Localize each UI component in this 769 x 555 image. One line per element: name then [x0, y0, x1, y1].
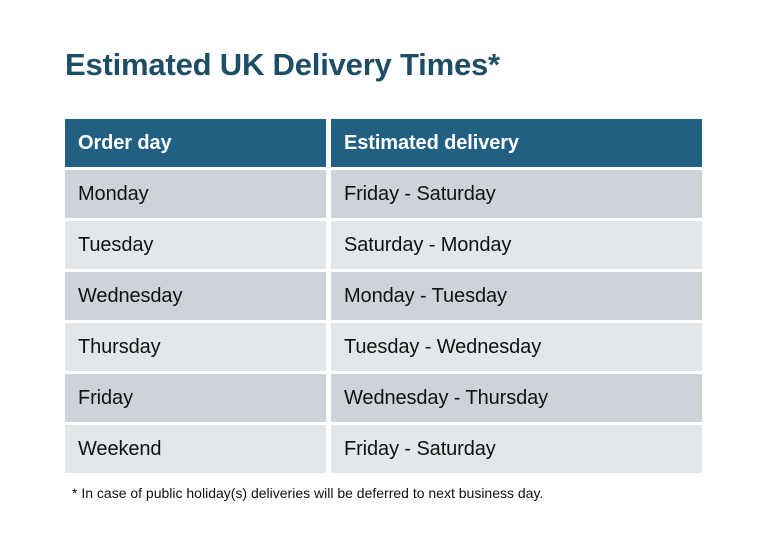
cell-estimated-delivery-value: Tuesday - Wednesday	[344, 335, 542, 358]
cell-estimated-delivery: Saturday - Monday	[331, 221, 702, 269]
cell-order-day-value: Tuesday	[78, 233, 154, 256]
cell-estimated-delivery-value: Saturday - Monday	[344, 233, 512, 256]
column-header-estimated-delivery-label: Estimated delivery	[344, 131, 519, 154]
cell-estimated-delivery: Wednesday - Thursday	[331, 374, 702, 422]
cell-estimated-delivery: Friday - Saturday	[331, 170, 702, 218]
table-row: Tuesday Saturday - Monday	[65, 221, 702, 269]
cell-order-day-value: Monday	[78, 182, 149, 205]
cell-estimated-delivery-value: Friday - Saturday	[344, 182, 496, 205]
table-row: Monday Friday - Saturday	[65, 170, 702, 218]
cell-estimated-delivery: Monday - Tuesday	[331, 272, 702, 320]
cell-order-day-value: Wednesday	[78, 284, 183, 307]
footnote: * In case of public holiday(s) deliverie…	[72, 485, 544, 501]
cell-order-day: Tuesday	[65, 221, 326, 269]
cell-estimated-delivery: Tuesday - Wednesday	[331, 323, 702, 371]
column-header-order-day: Order day	[65, 119, 326, 167]
page-title: Estimated UK Delivery Times*	[65, 47, 500, 82]
cell-order-day-value: Weekend	[78, 437, 162, 460]
cell-estimated-delivery: Friday - Saturday	[331, 425, 702, 473]
cell-order-day: Thursday	[65, 323, 326, 371]
table-row: Weekend Friday - Saturday	[65, 425, 702, 473]
delivery-times-table: Order day Estimated delivery Monday Frid…	[65, 119, 702, 473]
cell-estimated-delivery-value: Wednesday - Thursday	[344, 386, 549, 409]
column-header-order-day-label: Order day	[78, 131, 172, 154]
table-header-row: Order day Estimated delivery	[65, 119, 702, 167]
table-row: Wednesday Monday - Tuesday	[65, 272, 702, 320]
cell-order-day: Friday	[65, 374, 326, 422]
cell-estimated-delivery-value: Friday - Saturday	[344, 437, 496, 460]
cell-order-day: Monday	[65, 170, 326, 218]
table-row: Friday Wednesday - Thursday	[65, 374, 702, 422]
cell-order-day-value: Thursday	[78, 335, 161, 358]
cell-order-day: Wednesday	[65, 272, 326, 320]
cell-estimated-delivery-value: Monday - Tuesday	[344, 284, 507, 307]
cell-order-day: Weekend	[65, 425, 326, 473]
cell-order-day-value: Friday	[78, 386, 133, 409]
column-header-estimated-delivery: Estimated delivery	[331, 119, 702, 167]
table-row: Thursday Tuesday - Wednesday	[65, 323, 702, 371]
